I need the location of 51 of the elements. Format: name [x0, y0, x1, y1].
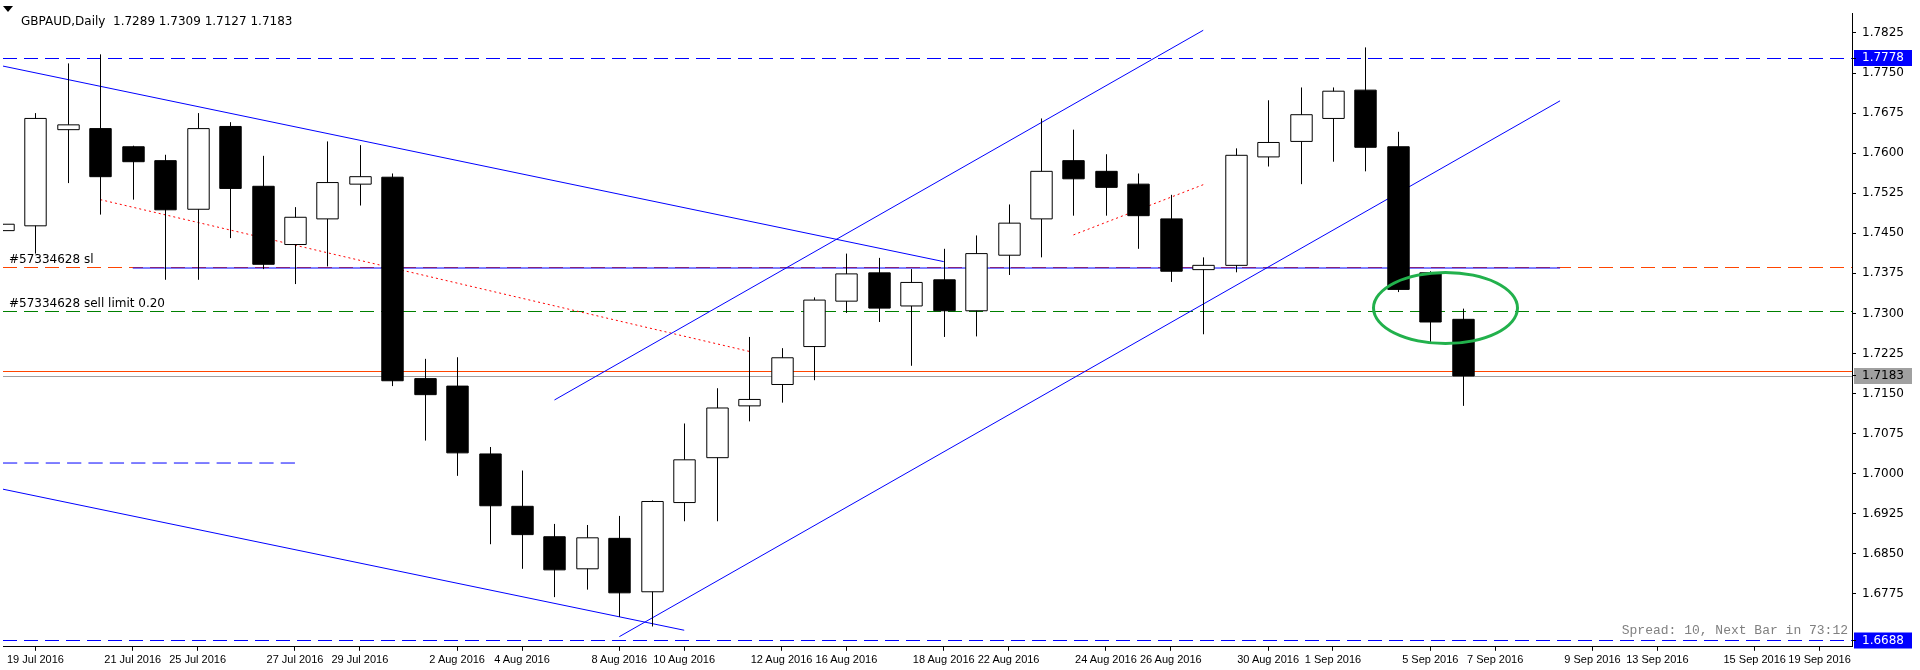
- ref-line-label: #57334628 sl: [9, 251, 94, 266]
- y-tick-label: 1.6775: [1862, 586, 1904, 601]
- x-tick-label: 5 Sep 2016: [1402, 653, 1459, 666]
- y-tick-label: 1.7600: [1862, 145, 1904, 160]
- x-tick-label: 16 Aug 2016: [815, 653, 878, 666]
- y-tick-label: 1.7778: [1862, 50, 1904, 65]
- y-tick-label: 1.7825: [1862, 25, 1904, 40]
- x-tick-label: 18 Aug 2016: [912, 653, 975, 666]
- y-tick-label: 1.7375: [1862, 265, 1904, 280]
- x-tick-label: 13 Sep 2016: [1626, 653, 1689, 666]
- x-tick-label: 22 Aug 2016: [977, 653, 1040, 666]
- x-tick-label: 8 Aug 2016: [591, 653, 648, 666]
- x-tick-label: 29 Jul 2016: [331, 653, 389, 666]
- chart-title: GBPAUD,Daily 1.7289 1.7309 1.7127 1.7183: [21, 14, 293, 29]
- y-tick-label: 1.7300: [1862, 305, 1904, 320]
- candlestick: [414, 358, 437, 442]
- x-tick-label: 25 Jul 2016: [169, 653, 227, 666]
- y-tick-label: 1.6925: [1862, 505, 1904, 520]
- x-tick-label: 1 Sep 2016: [1304, 653, 1362, 666]
- annotation: Spread: 10, Next Bar in 73:12: [1621, 622, 1848, 638]
- y-tick-label: 1.7750: [1862, 65, 1904, 80]
- x-tick-label: 19 Jul 2016: [6, 653, 64, 666]
- x-tick-label: 2 Aug 2016: [429, 653, 485, 666]
- candlestick: [1095, 153, 1118, 217]
- y-tick-label: 1.7675: [1862, 105, 1904, 120]
- candlestick: [122, 145, 145, 201]
- y-tick-label: 1.7225: [1862, 345, 1904, 360]
- x-tick-label: 24 Aug 2016: [1075, 653, 1137, 666]
- x-tick-label: 26 Aug 2016: [1139, 653, 1202, 666]
- y-tick-label: 1.7525: [1862, 185, 1904, 200]
- y-tick-label: 1.7150: [1862, 385, 1904, 400]
- x-tick-label: 19 Sep 2016: [1788, 653, 1851, 666]
- x-tick-label: 15 Sep 2016: [1723, 653, 1786, 666]
- x-tick-label: 21 Jul 2016: [104, 653, 162, 666]
- x-tick-label: 10 Aug 2016: [653, 653, 716, 666]
- x-tick-label: 12 Aug 2016: [750, 653, 813, 666]
- y-tick-label: 1.6850: [1862, 545, 1904, 560]
- x-tick-label: 4 Aug 2016: [494, 653, 550, 666]
- y-tick-label: 1.7450: [1862, 225, 1904, 240]
- y-tick-label: 1.6688: [1862, 632, 1904, 647]
- x-tick-label: 30 Aug 2016: [1237, 653, 1299, 666]
- y-tick-label: 1.7183: [1862, 368, 1904, 383]
- y-tick-label: 1.7000: [1862, 465, 1904, 480]
- ref-line-label: #57334628 sell limit 0.20: [9, 295, 165, 310]
- x-tick-label: 7 Sep 2016: [1467, 653, 1524, 666]
- x-tick-label: 9 Sep 2016: [1564, 653, 1621, 666]
- candlestick: [349, 144, 372, 207]
- x-tick-label: 27 Jul 2016: [266, 653, 324, 666]
- candlestick: [900, 268, 923, 367]
- y-tick-label: 1.7075: [1862, 425, 1904, 440]
- candlestick: [1062, 129, 1085, 217]
